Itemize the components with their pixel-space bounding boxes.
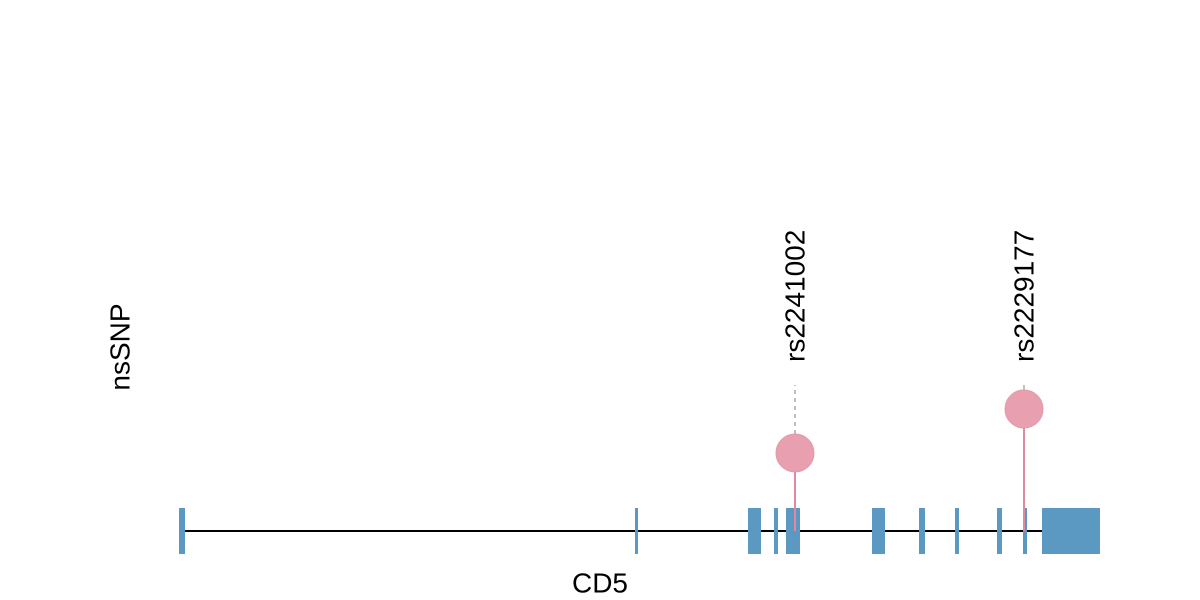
exon bbox=[179, 508, 185, 554]
exon bbox=[1042, 508, 1100, 554]
snp-head bbox=[775, 433, 815, 473]
exon bbox=[748, 508, 761, 554]
exon bbox=[919, 508, 925, 554]
exon bbox=[635, 508, 638, 554]
snp-label: rs2241002 bbox=[779, 230, 810, 362]
exon bbox=[997, 508, 1002, 554]
exon bbox=[786, 508, 800, 554]
track-label: nsSNP bbox=[104, 303, 135, 390]
gene-label: CD5 bbox=[572, 567, 628, 598]
exons bbox=[179, 508, 1100, 554]
snp-label: rs2229177 bbox=[1008, 230, 1039, 362]
exon bbox=[774, 508, 778, 554]
snp-head bbox=[1004, 389, 1044, 429]
exon bbox=[872, 508, 885, 554]
exon bbox=[955, 508, 959, 554]
